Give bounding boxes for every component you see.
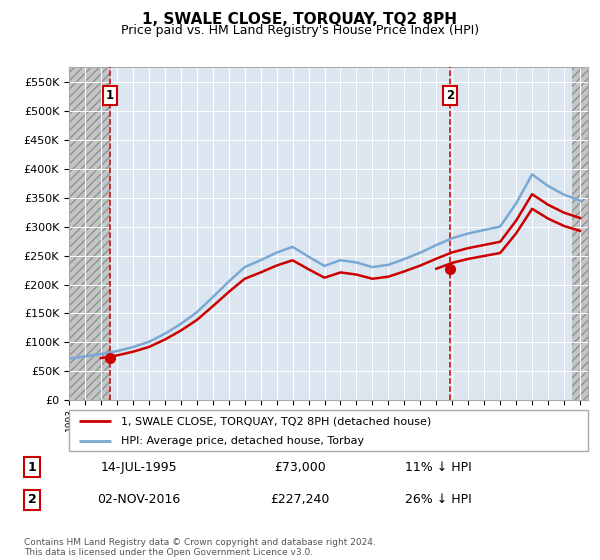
Text: 1: 1 (28, 461, 37, 474)
Text: Price paid vs. HM Land Registry's House Price Index (HPI): Price paid vs. HM Land Registry's House … (121, 24, 479, 36)
Text: Contains HM Land Registry data © Crown copyright and database right 2024.
This d: Contains HM Land Registry data © Crown c… (24, 538, 376, 557)
Text: 2: 2 (446, 89, 454, 102)
Text: £227,240: £227,240 (271, 493, 329, 506)
Text: HPI: Average price, detached house, Torbay: HPI: Average price, detached house, Torb… (121, 436, 364, 446)
Text: 26% ↓ HPI: 26% ↓ HPI (405, 493, 472, 506)
Text: 11% ↓ HPI: 11% ↓ HPI (405, 461, 472, 474)
Text: 1: 1 (106, 89, 113, 102)
Bar (572, 67, 588, 400)
FancyBboxPatch shape (69, 410, 588, 451)
Text: £73,000: £73,000 (274, 461, 326, 474)
Bar (69, 67, 110, 400)
Text: 14-JUL-1995: 14-JUL-1995 (100, 461, 177, 474)
Text: 1, SWALE CLOSE, TORQUAY, TQ2 8PH (detached house): 1, SWALE CLOSE, TORQUAY, TQ2 8PH (detach… (121, 417, 431, 426)
Text: 1, SWALE CLOSE, TORQUAY, TQ2 8PH: 1, SWALE CLOSE, TORQUAY, TQ2 8PH (143, 12, 458, 27)
Text: 02-NOV-2016: 02-NOV-2016 (97, 493, 181, 506)
Text: 2: 2 (28, 493, 37, 506)
